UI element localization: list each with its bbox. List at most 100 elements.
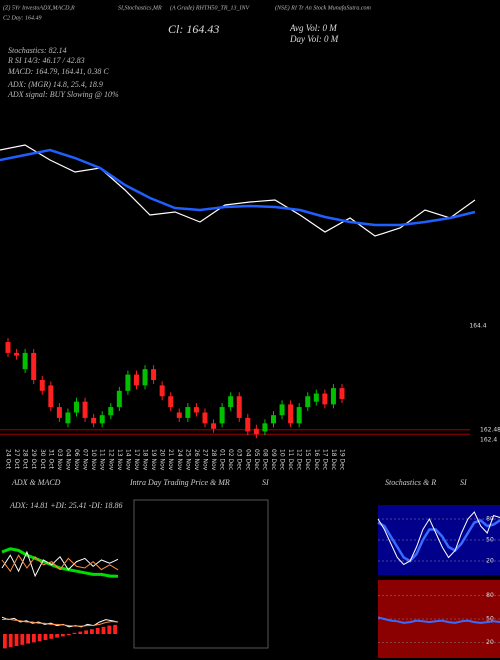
candle-body bbox=[48, 385, 54, 408]
series-line bbox=[377, 616, 500, 624]
avg-vol: Avg Vol: 0 M bbox=[289, 23, 337, 33]
candle-body bbox=[211, 423, 217, 429]
adx-stat: ADX signal: BUY Slowing @ 10% bbox=[7, 90, 119, 99]
candle-body bbox=[116, 390, 122, 408]
x-tick-label: 24 Nov bbox=[176, 449, 183, 471]
header-text: SI,Stochastics,MR bbox=[118, 5, 162, 11]
header-text: (NSE) RI Tr An Stock MunafaSutra.com bbox=[275, 4, 372, 11]
x-tick-label: 29 Oct bbox=[30, 449, 37, 470]
x-tick-label: 19 Dec bbox=[339, 449, 346, 470]
stat: Stochastics: 82.14 bbox=[8, 46, 67, 55]
macd-bar bbox=[55, 634, 59, 638]
x-tick-label: 25 Nov bbox=[184, 449, 191, 471]
candle-body bbox=[313, 393, 319, 402]
series-line bbox=[1, 547, 119, 578]
candle-body bbox=[339, 388, 345, 399]
x-tick-label: 19 Nov bbox=[150, 449, 157, 471]
candle-body bbox=[168, 396, 174, 408]
panel-title: SI bbox=[262, 478, 269, 487]
candle-body bbox=[108, 407, 114, 416]
x-tick-label: 28 Nov bbox=[210, 449, 217, 471]
series-line bbox=[1, 554, 119, 573]
macd-bar bbox=[49, 634, 54, 639]
macd-bar bbox=[66, 634, 71, 636]
panel-title: SI bbox=[460, 478, 467, 487]
x-tick-label: 18 Dec bbox=[330, 449, 337, 470]
candle-body bbox=[176, 412, 182, 418]
macd-bar bbox=[32, 634, 36, 643]
x-tick-label: 31 Oct bbox=[47, 449, 54, 470]
x-tick-label: 18 Nov bbox=[142, 449, 149, 471]
macd-bar bbox=[3, 634, 7, 649]
panel-label: ADX: 14.81 +DI: 25.41 -DI: 18.86 bbox=[9, 501, 123, 510]
series-line bbox=[0, 148, 476, 227]
macd-bar bbox=[95, 628, 100, 634]
candle-body bbox=[288, 404, 294, 424]
y-tick-label: 20 bbox=[486, 639, 494, 646]
x-tick-label: 20 Nov bbox=[159, 449, 166, 471]
candle-body bbox=[253, 428, 259, 435]
x-tick-label: 01 Dec bbox=[219, 449, 226, 470]
candle-body bbox=[236, 396, 242, 418]
panel-title: ADX & MACD bbox=[11, 478, 61, 487]
candle-body bbox=[5, 342, 11, 353]
x-tick-label: 16 Dec bbox=[313, 449, 320, 470]
panel-title: Stochastics & R bbox=[385, 478, 436, 487]
x-tick-label: 24 Oct bbox=[5, 449, 12, 470]
macd-bar bbox=[84, 630, 88, 634]
x-tick-label: 17 Nov bbox=[133, 449, 140, 471]
candle-body bbox=[99, 415, 105, 424]
candle-body bbox=[133, 374, 139, 386]
candle-body bbox=[65, 412, 71, 424]
macd-bar bbox=[26, 634, 30, 644]
candle-body bbox=[330, 388, 336, 405]
candle-body bbox=[185, 407, 191, 418]
candle-body bbox=[219, 407, 225, 424]
candle-body bbox=[305, 396, 311, 408]
x-tick-label: 06 Nov bbox=[73, 449, 80, 471]
x-tick-label: 12 Nov bbox=[107, 449, 114, 471]
candle-body bbox=[322, 393, 328, 405]
candle-body bbox=[228, 396, 234, 408]
header-text: (A Grade) RHTH50_TR_13_INV bbox=[170, 4, 251, 11]
candle-body bbox=[56, 407, 62, 418]
series-line bbox=[0, 144, 476, 237]
x-tick-label: 21 Nov bbox=[167, 449, 174, 471]
candle-body bbox=[193, 407, 199, 413]
x-tick-label: 14 Nov bbox=[124, 449, 131, 471]
macd-bar bbox=[61, 634, 65, 637]
x-tick-label: 28 Oct bbox=[22, 449, 29, 470]
candle-body bbox=[82, 401, 88, 418]
x-tick-label: 02 Dec bbox=[227, 449, 234, 470]
macd-bar bbox=[90, 629, 94, 634]
candle-body bbox=[262, 423, 268, 432]
candle-body bbox=[142, 369, 148, 386]
x-tick-label: 27 Nov bbox=[201, 449, 208, 471]
x-tick-label: 27 Oct bbox=[13, 449, 20, 470]
series-line bbox=[377, 518, 500, 563]
candle-body bbox=[39, 380, 45, 391]
x-tick-label: 10 Nov bbox=[90, 449, 97, 471]
adx-stat: ADX: (MGR) 14.8, 25.4, 18.9 bbox=[7, 80, 103, 89]
series-line bbox=[1, 618, 119, 627]
candle-body bbox=[296, 407, 302, 424]
level-label: 162.4 bbox=[480, 437, 497, 444]
series-line bbox=[377, 511, 500, 566]
x-tick-label: 26 Nov bbox=[193, 449, 200, 471]
y-tick-label: 164.4 bbox=[469, 322, 486, 329]
x-tick-label: 13 Nov bbox=[116, 449, 123, 471]
candle-body bbox=[31, 352, 37, 380]
series-line bbox=[1, 550, 119, 578]
macd-bar bbox=[101, 626, 106, 634]
candle-body bbox=[279, 404, 285, 416]
x-tick-label: 30 Oct bbox=[39, 449, 46, 470]
candle-body bbox=[91, 417, 97, 424]
stat: R SI 14/3: 46.17 / 42.83 bbox=[7, 56, 85, 65]
x-tick-label: 17 Dec bbox=[321, 449, 328, 470]
header-text: C2 Day: 164.49 bbox=[3, 14, 42, 21]
stat: MACD: 164.79, 164.41, 0.38 C bbox=[7, 67, 109, 76]
macd-bar bbox=[14, 634, 19, 646]
x-tick-label: 03 Dec bbox=[236, 449, 243, 470]
y-tick-label: 20 bbox=[486, 558, 494, 565]
